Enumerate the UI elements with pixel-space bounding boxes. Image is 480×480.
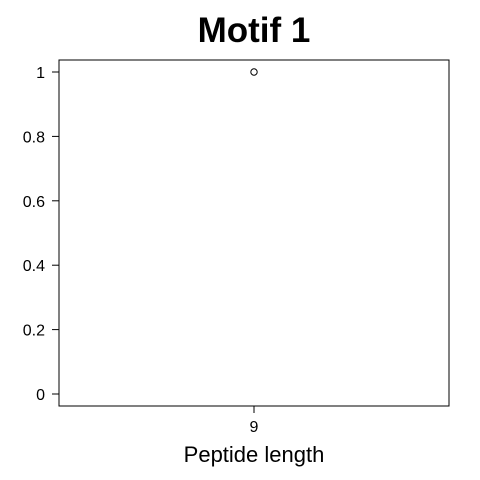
y-tick-label: 0.8 <box>23 129 45 146</box>
y-tick-label: 0.6 <box>23 194 45 211</box>
y-axis: 0 0.2 0.4 0.6 0.8 1 <box>23 65 59 404</box>
chart-title: Motif 1 <box>198 11 311 50</box>
y-tick-label: 0.4 <box>23 258 45 275</box>
x-tick-label: 9 <box>250 419 259 436</box>
x-axis: 9 <box>250 406 259 436</box>
y-tick-label: 0 <box>36 387 45 404</box>
data-points <box>250 68 258 76</box>
x-axis-label: Peptide length <box>184 442 325 467</box>
y-tick-label: 0.2 <box>23 323 45 340</box>
plot-area <box>58 59 450 407</box>
y-tick-label: 1 <box>36 65 45 82</box>
data-point <box>250 68 258 76</box>
